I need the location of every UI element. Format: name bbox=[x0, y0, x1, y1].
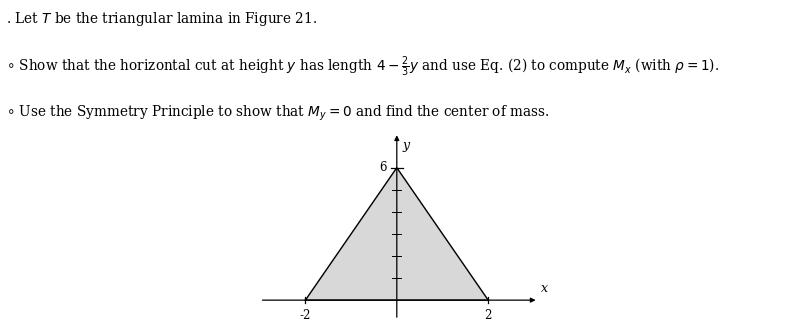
Text: y: y bbox=[402, 139, 409, 152]
Polygon shape bbox=[305, 168, 488, 300]
Text: -2: -2 bbox=[300, 308, 311, 320]
Text: 2: 2 bbox=[485, 308, 492, 320]
Text: . Let $T$ be the triangular lamina in Figure 21.: . Let $T$ be the triangular lamina in Fi… bbox=[6, 10, 317, 28]
Text: $\circ$ Show that the horizontal cut at height $y$ has length $4 - \frac{2}{3}y$: $\circ$ Show that the horizontal cut at … bbox=[6, 55, 719, 79]
Text: 6: 6 bbox=[379, 161, 386, 174]
Text: $\circ$ Use the Symmetry Principle to show that $M_y = 0$ and find the center of: $\circ$ Use the Symmetry Principle to sh… bbox=[6, 103, 550, 123]
Text: x: x bbox=[541, 282, 548, 295]
